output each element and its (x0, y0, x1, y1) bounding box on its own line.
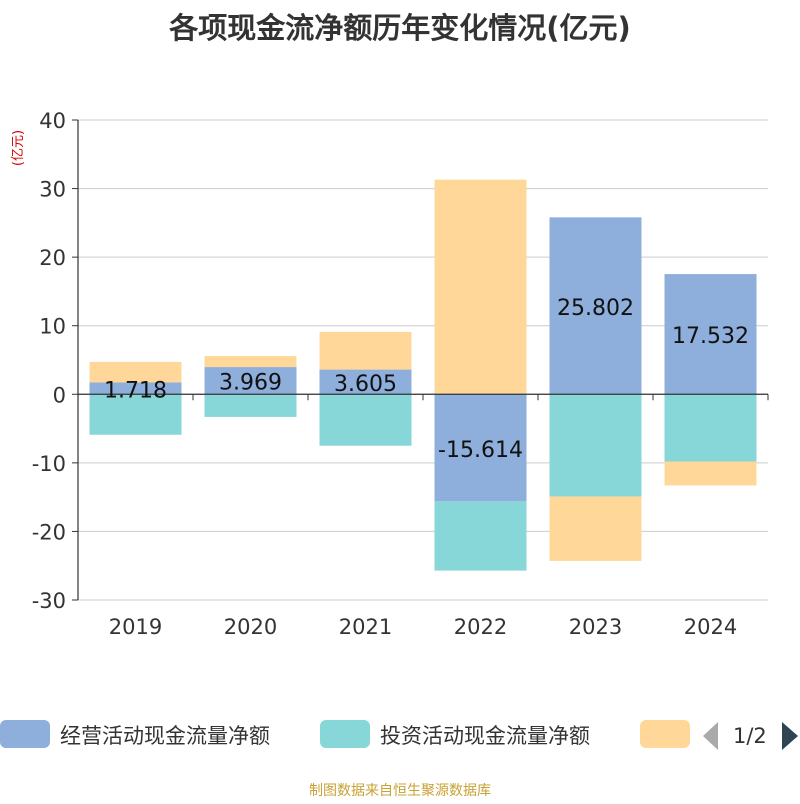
bar-data-label: -15.614 (438, 438, 523, 463)
y-tick-label: 30 (39, 178, 66, 202)
bar-segment[interactable] (434, 179, 527, 395)
bar-segment[interactable] (319, 394, 412, 446)
legend-swatch (320, 720, 370, 748)
bar-segment[interactable] (204, 367, 297, 395)
triangle-right-icon[interactable] (782, 722, 798, 750)
legend-item[interactable]: 经营活动现金流量净额 (0, 720, 270, 748)
bar-segment[interactable] (204, 356, 297, 368)
bar-segment[interactable] (549, 394, 642, 497)
legend-label: 经营活动现金流量净额 (60, 724, 270, 748)
bar-segment[interactable] (89, 394, 182, 435)
bar-data-label: 1.718 (104, 378, 167, 403)
x-tick-label: 2023 (569, 615, 622, 639)
bar-segment[interactable] (434, 501, 527, 571)
y-tick-label: -20 (32, 520, 66, 544)
bar-segment[interactable] (664, 274, 757, 395)
axes: 40 30 20 10 0 -10 -20 -30 2019 2020 2021 2022 2023 20… (32, 109, 769, 639)
x-tick-label: 2020 (224, 615, 277, 639)
bar-segment[interactable] (434, 394, 527, 502)
source-note: 制图数据来自恒生聚源数据库 (309, 783, 491, 799)
bar-segment[interactable] (89, 382, 182, 395)
bar-data-label: 3.969 (219, 371, 282, 396)
bar-segment[interactable] (549, 496, 642, 561)
y-tick-label: 10 (39, 315, 66, 339)
x-tick-label: 2024 (684, 615, 737, 639)
bar-segment[interactable] (319, 369, 412, 395)
x-tick-label: 2019 (109, 615, 162, 639)
legend-item[interactable] (640, 720, 690, 748)
legend-item[interactable]: 投资活动现金流量净额 (320, 720, 590, 748)
legend-swatch (640, 720, 690, 748)
y-tick-label: -30 (32, 589, 66, 613)
triangle-left-icon[interactable] (703, 722, 718, 750)
y-tick-label: 0 (53, 383, 66, 407)
y-tick-label: -10 (32, 452, 66, 476)
bar-data-label: 3.605 (334, 372, 397, 397)
bars[interactable] (89, 179, 757, 571)
bar-segment[interactable] (664, 394, 757, 462)
chart-title: 各项现金流净额历年变化情况(亿元) (168, 11, 631, 45)
bar-segment[interactable] (204, 394, 297, 417)
x-tick-label: 2022 (454, 615, 507, 639)
bar-segment[interactable] (319, 331, 412, 370)
y-tick-label: 20 (39, 246, 66, 270)
bar-segment[interactable] (89, 361, 182, 383)
x-tick-label: 2021 (339, 615, 392, 639)
y-axis-unit-label: (亿元) (11, 130, 26, 166)
bar-segment[interactable] (664, 461, 757, 486)
legend-page-indicator: 1/2 (733, 724, 767, 748)
legend-swatch (0, 720, 50, 748)
bar-data-label: 25.802 (557, 296, 634, 321)
y-tick-label: 40 (39, 109, 66, 133)
legend[interactable]: 经营活动现金流量净额 投资活动现金流量净额 1/2 (0, 720, 798, 750)
data-labels: 1.718 3.969 3.605 -15.614 25.802 17.532 (104, 296, 749, 463)
bar-segment[interactable] (549, 217, 642, 395)
bar-data-label: 17.532 (672, 324, 749, 349)
legend-label: 投资活动现金流量净额 (380, 724, 590, 748)
